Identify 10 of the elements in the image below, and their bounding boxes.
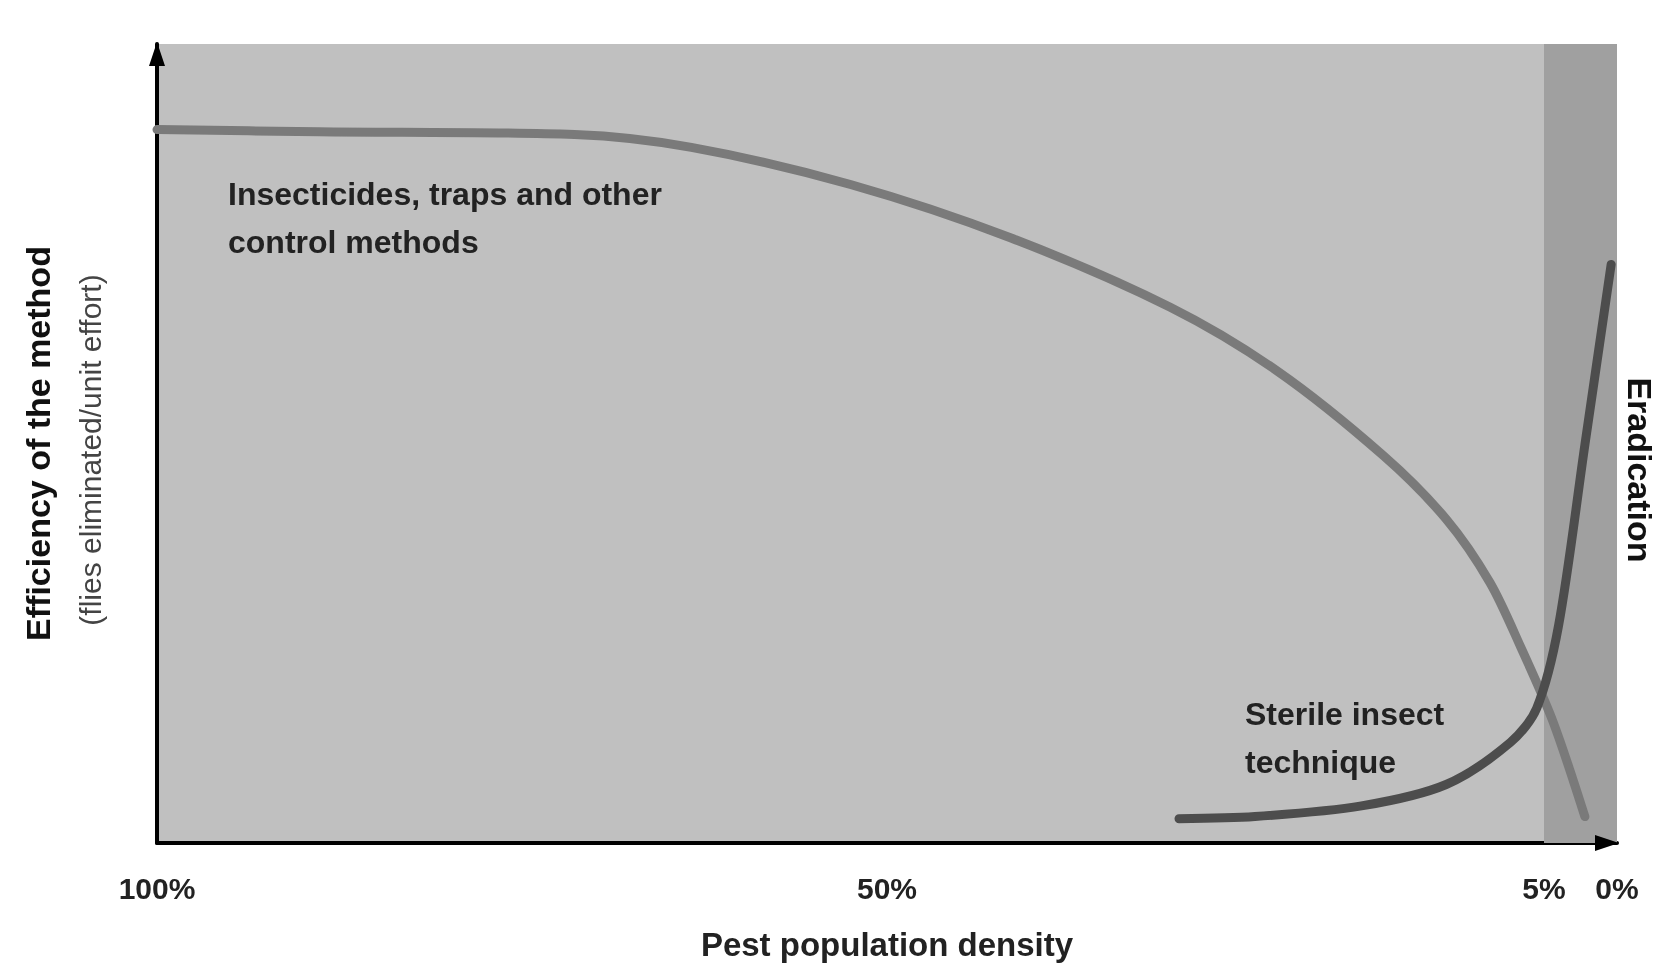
- series-label: Sterile insect technique: [1245, 696, 1445, 780]
- text: (flies eliminated/unit effort): [73, 274, 107, 626]
- x-tick-label: 100%: [118, 871, 196, 905]
- series-label: Insecticides, traps and other control methods: [228, 176, 662, 260]
- x-tick-label: 5%: [1522, 871, 1566, 905]
- y-axis-title: Efficiency of the method: [19, 246, 57, 641]
- x-axis-title: Pest population density: [700, 926, 1074, 963]
- x-tick-label: 0%: [1595, 871, 1639, 905]
- x-tick-label: 50%: [856, 871, 918, 905]
- band-label: Eradication: [1621, 377, 1659, 563]
